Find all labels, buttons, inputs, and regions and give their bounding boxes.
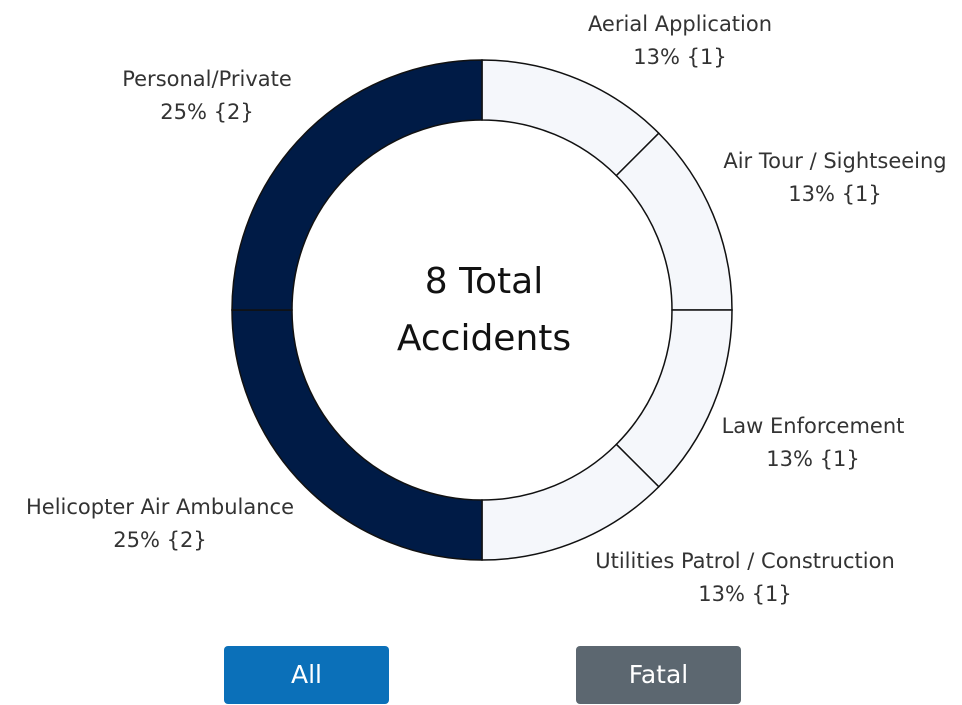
- filter-button[interactable]: [576, 646, 741, 704]
- segment-value-label: 13% {1}: [788, 182, 881, 206]
- segment-label: Utilities Patrol / Construction: [595, 549, 895, 573]
- donut-segment: [481, 59, 660, 177]
- donut-segment: [481, 443, 660, 561]
- segment-label: Air Tour / Sightseeing: [723, 149, 946, 173]
- segment-value-label: 13% {1}: [766, 447, 859, 471]
- center-label: 8 Total: [425, 261, 543, 302]
- donut-segment: [615, 132, 733, 311]
- segment-value-label: 13% {1}: [698, 582, 791, 606]
- segment-value-label: 25% {2}: [113, 528, 206, 552]
- segment-value-label: 13% {1}: [633, 45, 726, 69]
- button-label[interactable]: Fatal: [629, 660, 688, 689]
- donut-segment: [615, 309, 733, 488]
- segment-label: Aerial Application: [588, 12, 772, 36]
- segment-label: Personal/Private: [122, 67, 292, 91]
- segment-label: Helicopter Air Ambulance: [26, 495, 294, 519]
- button-label[interactable]: All: [291, 660, 322, 689]
- center-label: Accidents: [397, 318, 571, 359]
- segment-value-label: 25% {2}: [160, 100, 253, 124]
- segment-label: Law Enforcement: [722, 414, 905, 438]
- filter-button[interactable]: [224, 646, 389, 704]
- donut-segment: [231, 59, 483, 311]
